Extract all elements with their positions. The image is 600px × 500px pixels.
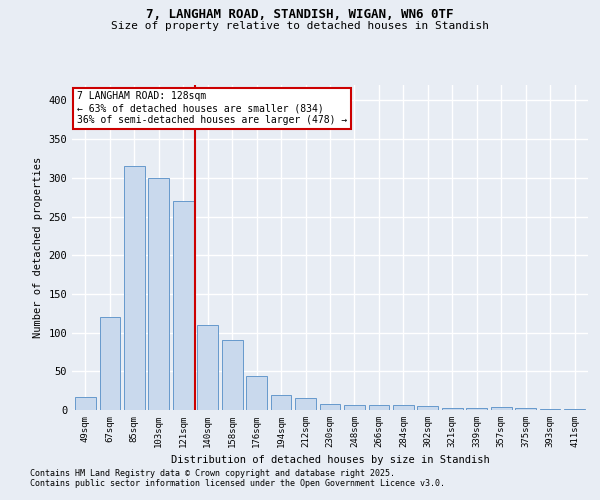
- Bar: [442, 408, 463, 410]
- Text: 7 LANGHAM ROAD: 128sqm
← 63% of detached houses are smaller (834)
36% of semi-de: 7 LANGHAM ROAD: 128sqm ← 63% of detached…: [77, 92, 347, 124]
- Bar: [295, 398, 316, 410]
- Bar: [540, 409, 560, 410]
- Bar: [368, 406, 389, 410]
- Bar: [197, 325, 218, 410]
- Bar: [75, 397, 96, 410]
- Bar: [418, 406, 438, 410]
- Text: Size of property relative to detached houses in Standish: Size of property relative to detached ho…: [111, 21, 489, 31]
- Text: 7, LANGHAM ROAD, STANDISH, WIGAN, WN6 0TF: 7, LANGHAM ROAD, STANDISH, WIGAN, WN6 0T…: [146, 8, 454, 20]
- Bar: [271, 394, 292, 410]
- Bar: [148, 178, 169, 410]
- Bar: [393, 406, 414, 410]
- Bar: [344, 404, 365, 410]
- Bar: [515, 408, 536, 410]
- Bar: [173, 201, 194, 410]
- Text: Contains public sector information licensed under the Open Government Licence v3: Contains public sector information licen…: [30, 478, 445, 488]
- Bar: [246, 376, 267, 410]
- Bar: [222, 340, 242, 410]
- X-axis label: Distribution of detached houses by size in Standish: Distribution of detached houses by size …: [170, 456, 490, 466]
- Text: Contains HM Land Registry data © Crown copyright and database right 2025.: Contains HM Land Registry data © Crown c…: [30, 468, 395, 477]
- Bar: [491, 407, 512, 410]
- Bar: [466, 408, 487, 410]
- Y-axis label: Number of detached properties: Number of detached properties: [33, 157, 43, 338]
- Bar: [564, 409, 585, 410]
- Bar: [320, 404, 340, 410]
- Bar: [100, 317, 120, 410]
- Bar: [124, 166, 145, 410]
